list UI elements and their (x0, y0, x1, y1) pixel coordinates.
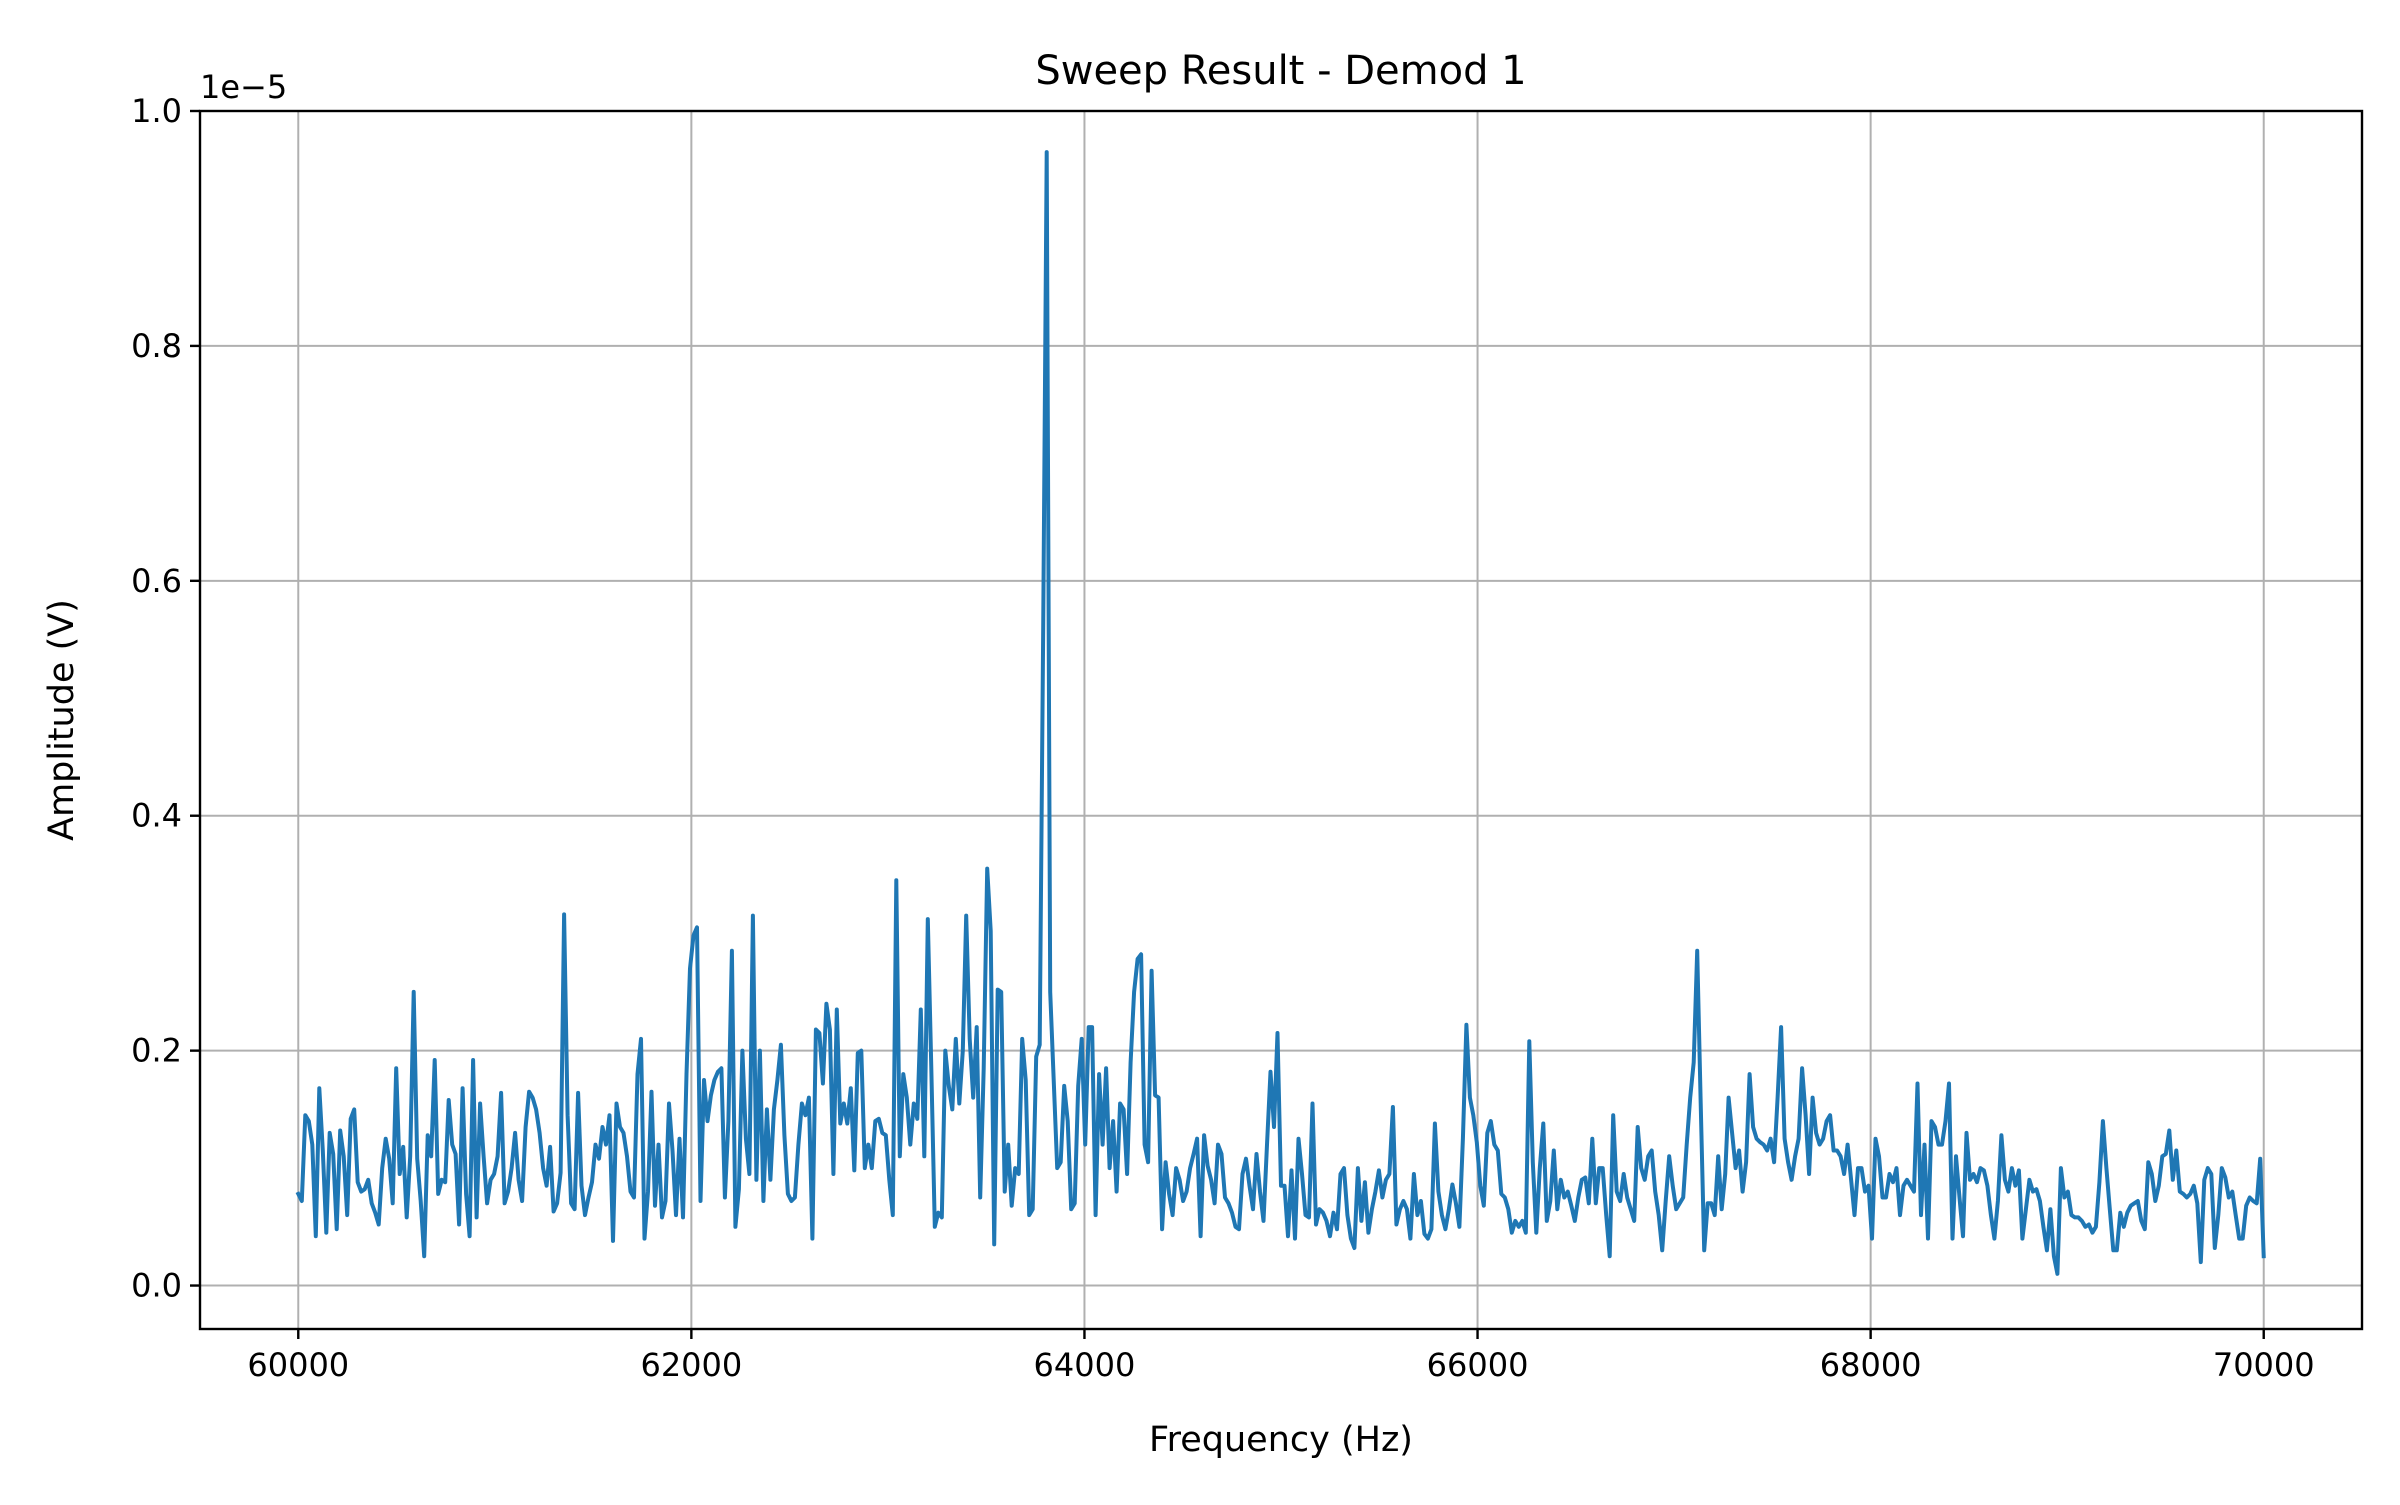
x-tick-label: 68000 (1820, 1346, 1922, 1384)
x-tick-label: 62000 (640, 1346, 742, 1384)
y-tick-label: 0.0 (131, 1267, 182, 1305)
y-axis-label: Amplitude (V) (42, 599, 82, 841)
y-tick-label: 0.6 (131, 562, 182, 600)
plot-series (295, 150, 2266, 1276)
x-tick-label: 60000 (247, 1346, 349, 1384)
y-tick-label: 1.0 (131, 92, 182, 130)
x-tick-label: 64000 (1034, 1346, 1136, 1384)
y-axis-scale-factor: 1e−5 (200, 68, 287, 106)
axis-ticks: 60000 62000 64000 66000 68000 70000 0.0 0.2 0.4 0… (131, 92, 2315, 1384)
series-line-amplitude (295, 150, 2266, 1276)
chart-title: Sweep Result - Demod 1 (1035, 48, 1526, 94)
y-tick-label: 0.4 (131, 797, 182, 835)
plot-frame (198, 109, 2364, 1331)
x-axis-label: Frequency (Hz) (1149, 1420, 1413, 1460)
y-tick-label: 0.8 (131, 327, 182, 365)
x-tick-label: 70000 (2213, 1346, 2315, 1384)
x-tick-label: 66000 (1427, 1346, 1529, 1384)
y-tick-label: 0.2 (131, 1032, 182, 1070)
